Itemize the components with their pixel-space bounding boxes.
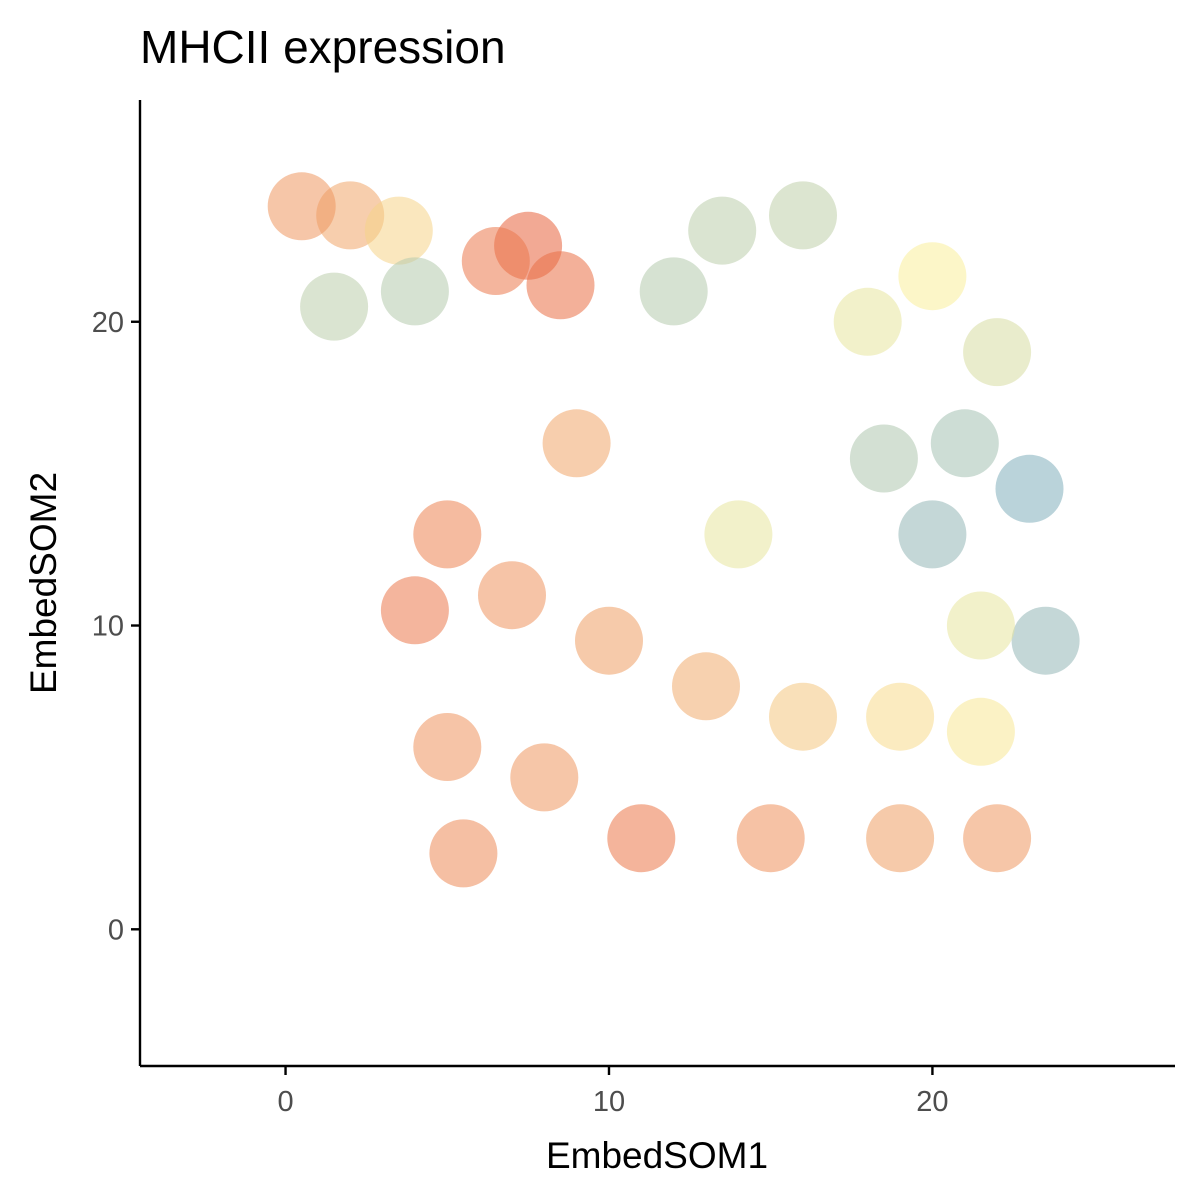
data-point (769, 181, 837, 250)
chart-title: MHCII expression (140, 21, 506, 73)
y-axis-title: EmbedSOM2 (23, 472, 64, 694)
data-point (688, 196, 757, 265)
data-point (963, 318, 1032, 387)
x-axis-title: EmbedSOM1 (546, 1135, 768, 1176)
axis-ticks: 0 10 20 0 10 20 (92, 307, 949, 1118)
data-point (995, 454, 1064, 523)
data-point (833, 287, 902, 356)
data-point (672, 652, 740, 721)
data-point (1011, 606, 1080, 675)
data-point (300, 272, 369, 341)
data-point (866, 682, 935, 751)
data-point (364, 196, 433, 265)
data-point (380, 576, 449, 645)
y-tick-label: 0 (108, 914, 124, 946)
data-point (963, 804, 1032, 873)
data-point (898, 242, 967, 311)
data-point (704, 500, 773, 569)
data-point (898, 500, 967, 569)
data-point (946, 697, 1015, 766)
data-point (510, 743, 579, 812)
data-point (607, 804, 676, 873)
data-point (639, 257, 708, 326)
y-tick-label: 20 (92, 307, 124, 339)
y-tick-label: 10 (92, 611, 124, 643)
data-point (736, 804, 805, 873)
data-point (866, 804, 935, 873)
data-point (526, 251, 595, 320)
data-point (575, 606, 643, 675)
data-point (429, 819, 498, 888)
data-point (413, 713, 482, 781)
data-point (478, 561, 546, 630)
x-tick-label: 20 (916, 1086, 948, 1118)
data-point (380, 257, 449, 326)
data-points (267, 172, 1080, 888)
data-point (946, 591, 1015, 660)
data-point (267, 172, 336, 241)
x-tick-label: 0 (277, 1086, 293, 1118)
data-point (542, 409, 611, 478)
data-point (413, 500, 482, 569)
data-point (461, 227, 530, 295)
data-point (849, 424, 918, 493)
data-point (769, 682, 837, 751)
x-tick-label: 10 (593, 1086, 625, 1118)
data-point (930, 409, 999, 478)
